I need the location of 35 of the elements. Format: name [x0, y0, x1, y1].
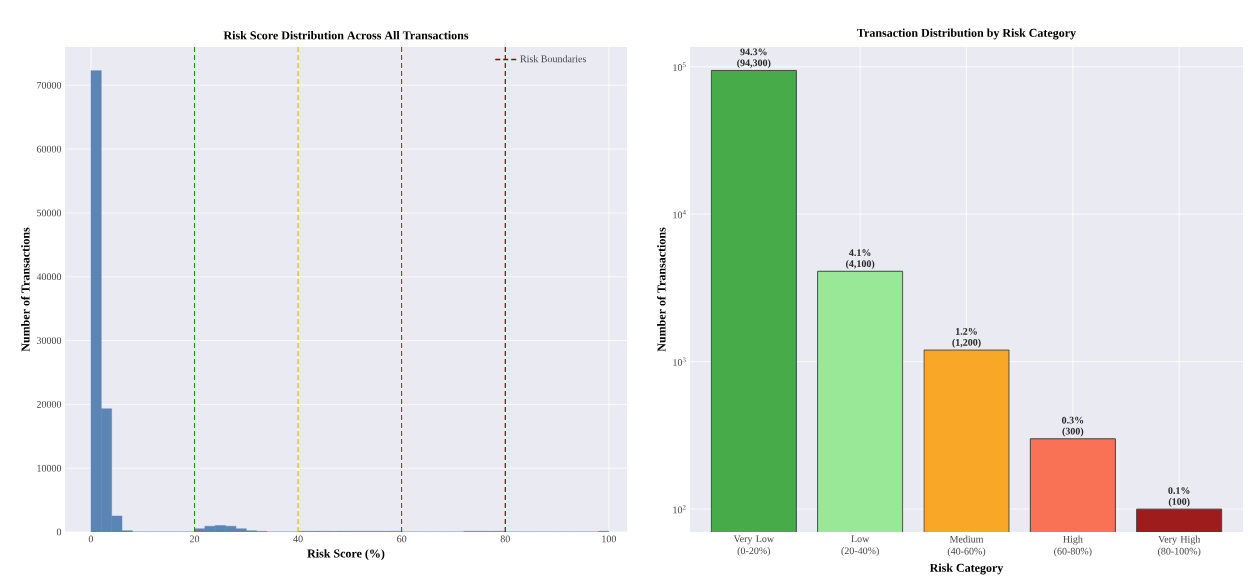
data-label: 4.1% (4,100) [846, 249, 875, 270]
y-tick-label: 50000 [37, 209, 62, 217]
x-tick-label: Medium (40-60%) [947, 535, 986, 557]
data-label: 1.2% (1,200) [952, 327, 981, 348]
y-tick-label: 0 [56, 528, 62, 536]
x-tick-label: 100 [602, 535, 616, 543]
x-axis-title: Risk Score (%) [307, 549, 385, 561]
data-label: 94.3% (94,300) [737, 48, 771, 69]
x-tick-label: 60 [397, 535, 407, 543]
x-tick-label: 40 [293, 535, 303, 543]
ref-line-label: Risk Boundaries [520, 55, 586, 63]
y-tick-label: 70000 [37, 81, 62, 89]
y-axis-title: Number of Transactions [657, 227, 666, 352]
y-tick-label: 10$^{3}$ [673, 357, 686, 366]
y-tick-label: 10$^{4}$ [673, 209, 686, 219]
x-tick-label: 0 [88, 535, 94, 543]
x-tick-label: High (60-80%) [1054, 535, 1092, 557]
y-tick-label: 20000 [36, 400, 62, 408]
chart-title: Risk Score Distribution Across All Transactions [223, 30, 469, 40]
y-tick-label: 60000 [36, 145, 62, 153]
y-axis-title: Number of Transactions [21, 227, 30, 352]
x-tick-label: 80 [500, 535, 510, 543]
y-tick-label: 30000 [36, 337, 62, 344]
chart-title: Transaction Distribution by Risk Category [857, 28, 1076, 40]
y-tick-label: 10$^{2}$ [673, 504, 686, 514]
x-axis-title: Risk Category [929, 563, 1004, 575]
y-tick-label: 40000 [36, 273, 62, 281]
data-label: 0.3% (300) [1061, 416, 1084, 437]
x-tick-label: 20 [189, 535, 200, 543]
x-tick-label: Very High (80-100%) [1157, 535, 1201, 557]
y-tick-label: 10000 [37, 464, 62, 472]
y-tick-label: 10$^{5}$ [673, 62, 686, 71]
x-tick-label: Very Low (0-20%) [733, 535, 775, 557]
x-tick-label: Low (20-40%) [841, 535, 879, 557]
data-label: 0.1% (100) [1168, 487, 1190, 507]
